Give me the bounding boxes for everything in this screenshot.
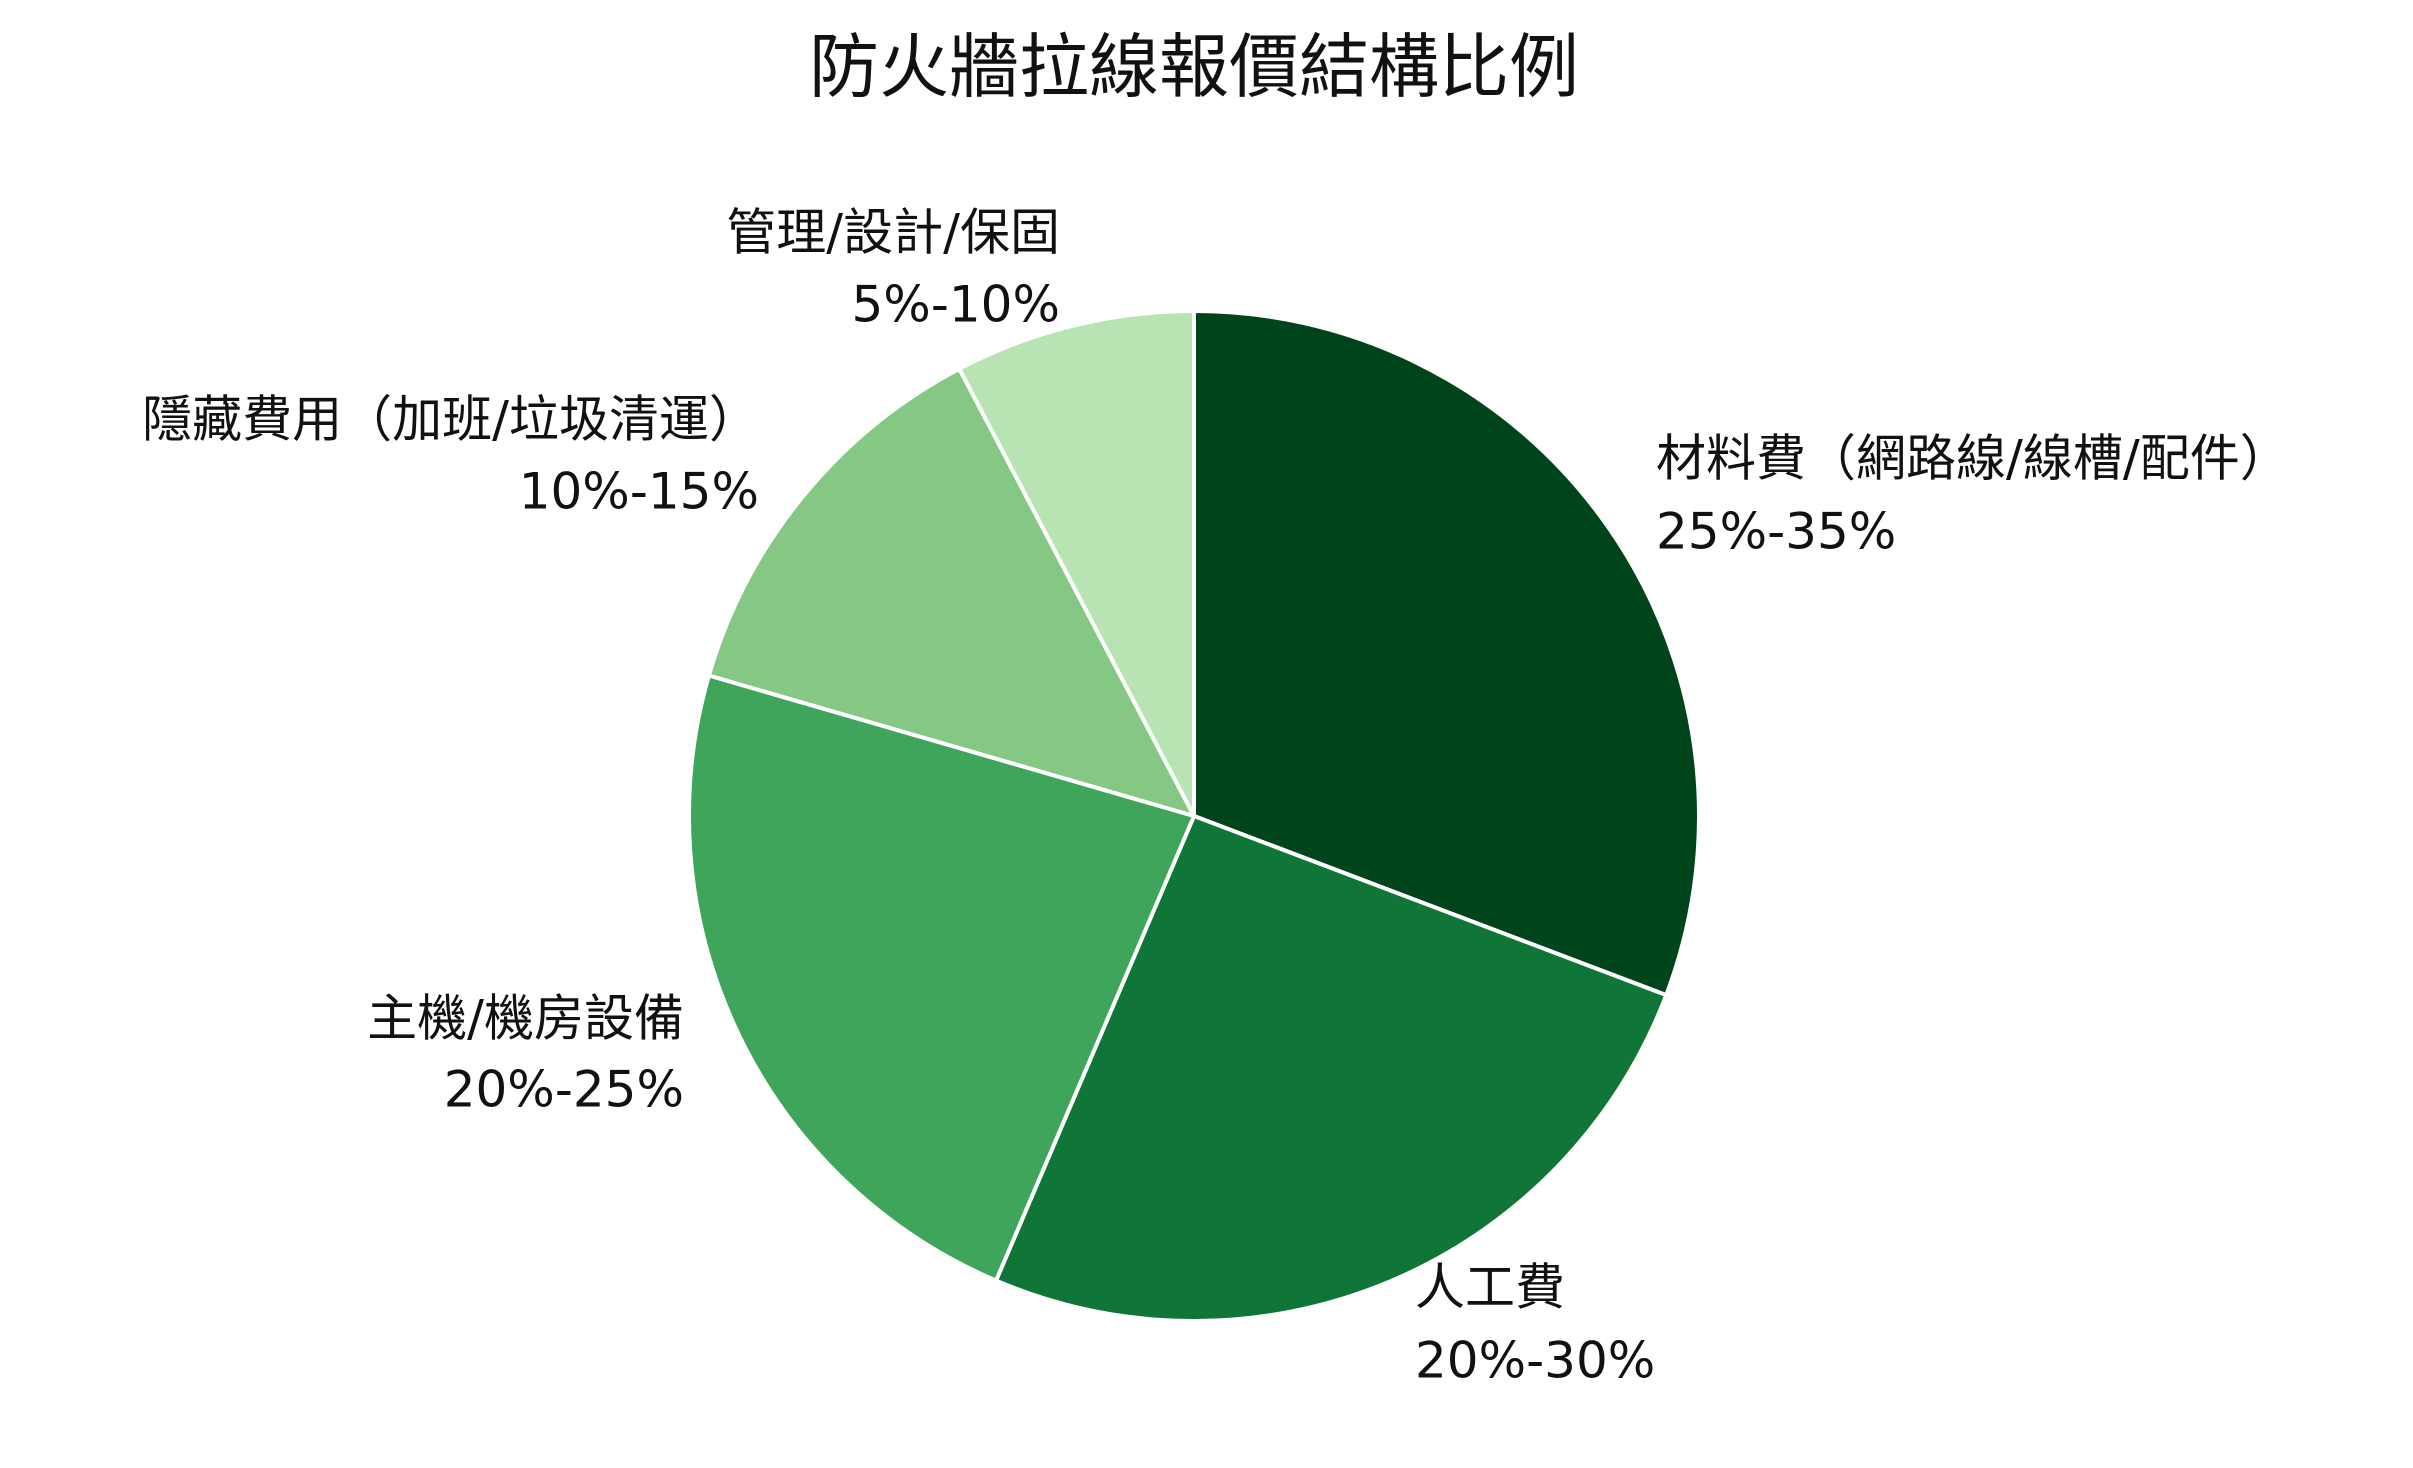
slice-label: 人工費	[1415, 1259, 1565, 1317]
pie-slice	[1192, 309, 1701, 998]
slice-range: 20%-25%	[444, 1061, 684, 1119]
slice-label: 材料費（網路線/線槽/配件）	[1656, 430, 2290, 488]
slice-range: 5%-10%	[852, 276, 1061, 334]
pie-slice	[994, 814, 1669, 1323]
pie-slice	[957, 309, 1196, 818]
slice-range: 20%-30%	[1415, 1332, 1655, 1390]
slice-range: 10%-15%	[519, 463, 759, 521]
slice-label: 隱藏費用（加班/垃圾清運）	[142, 391, 759, 449]
pie-slice	[706, 366, 1196, 818]
chart-title: 防火牆拉線報價結構比例	[809, 26, 1579, 108]
pie-slice	[687, 673, 1196, 1283]
slice-range: 25%-35%	[1656, 503, 1896, 561]
slice-label: 管理/設計/保固	[726, 204, 1060, 262]
slice-label: 主機/機房設備	[367, 990, 684, 1048]
